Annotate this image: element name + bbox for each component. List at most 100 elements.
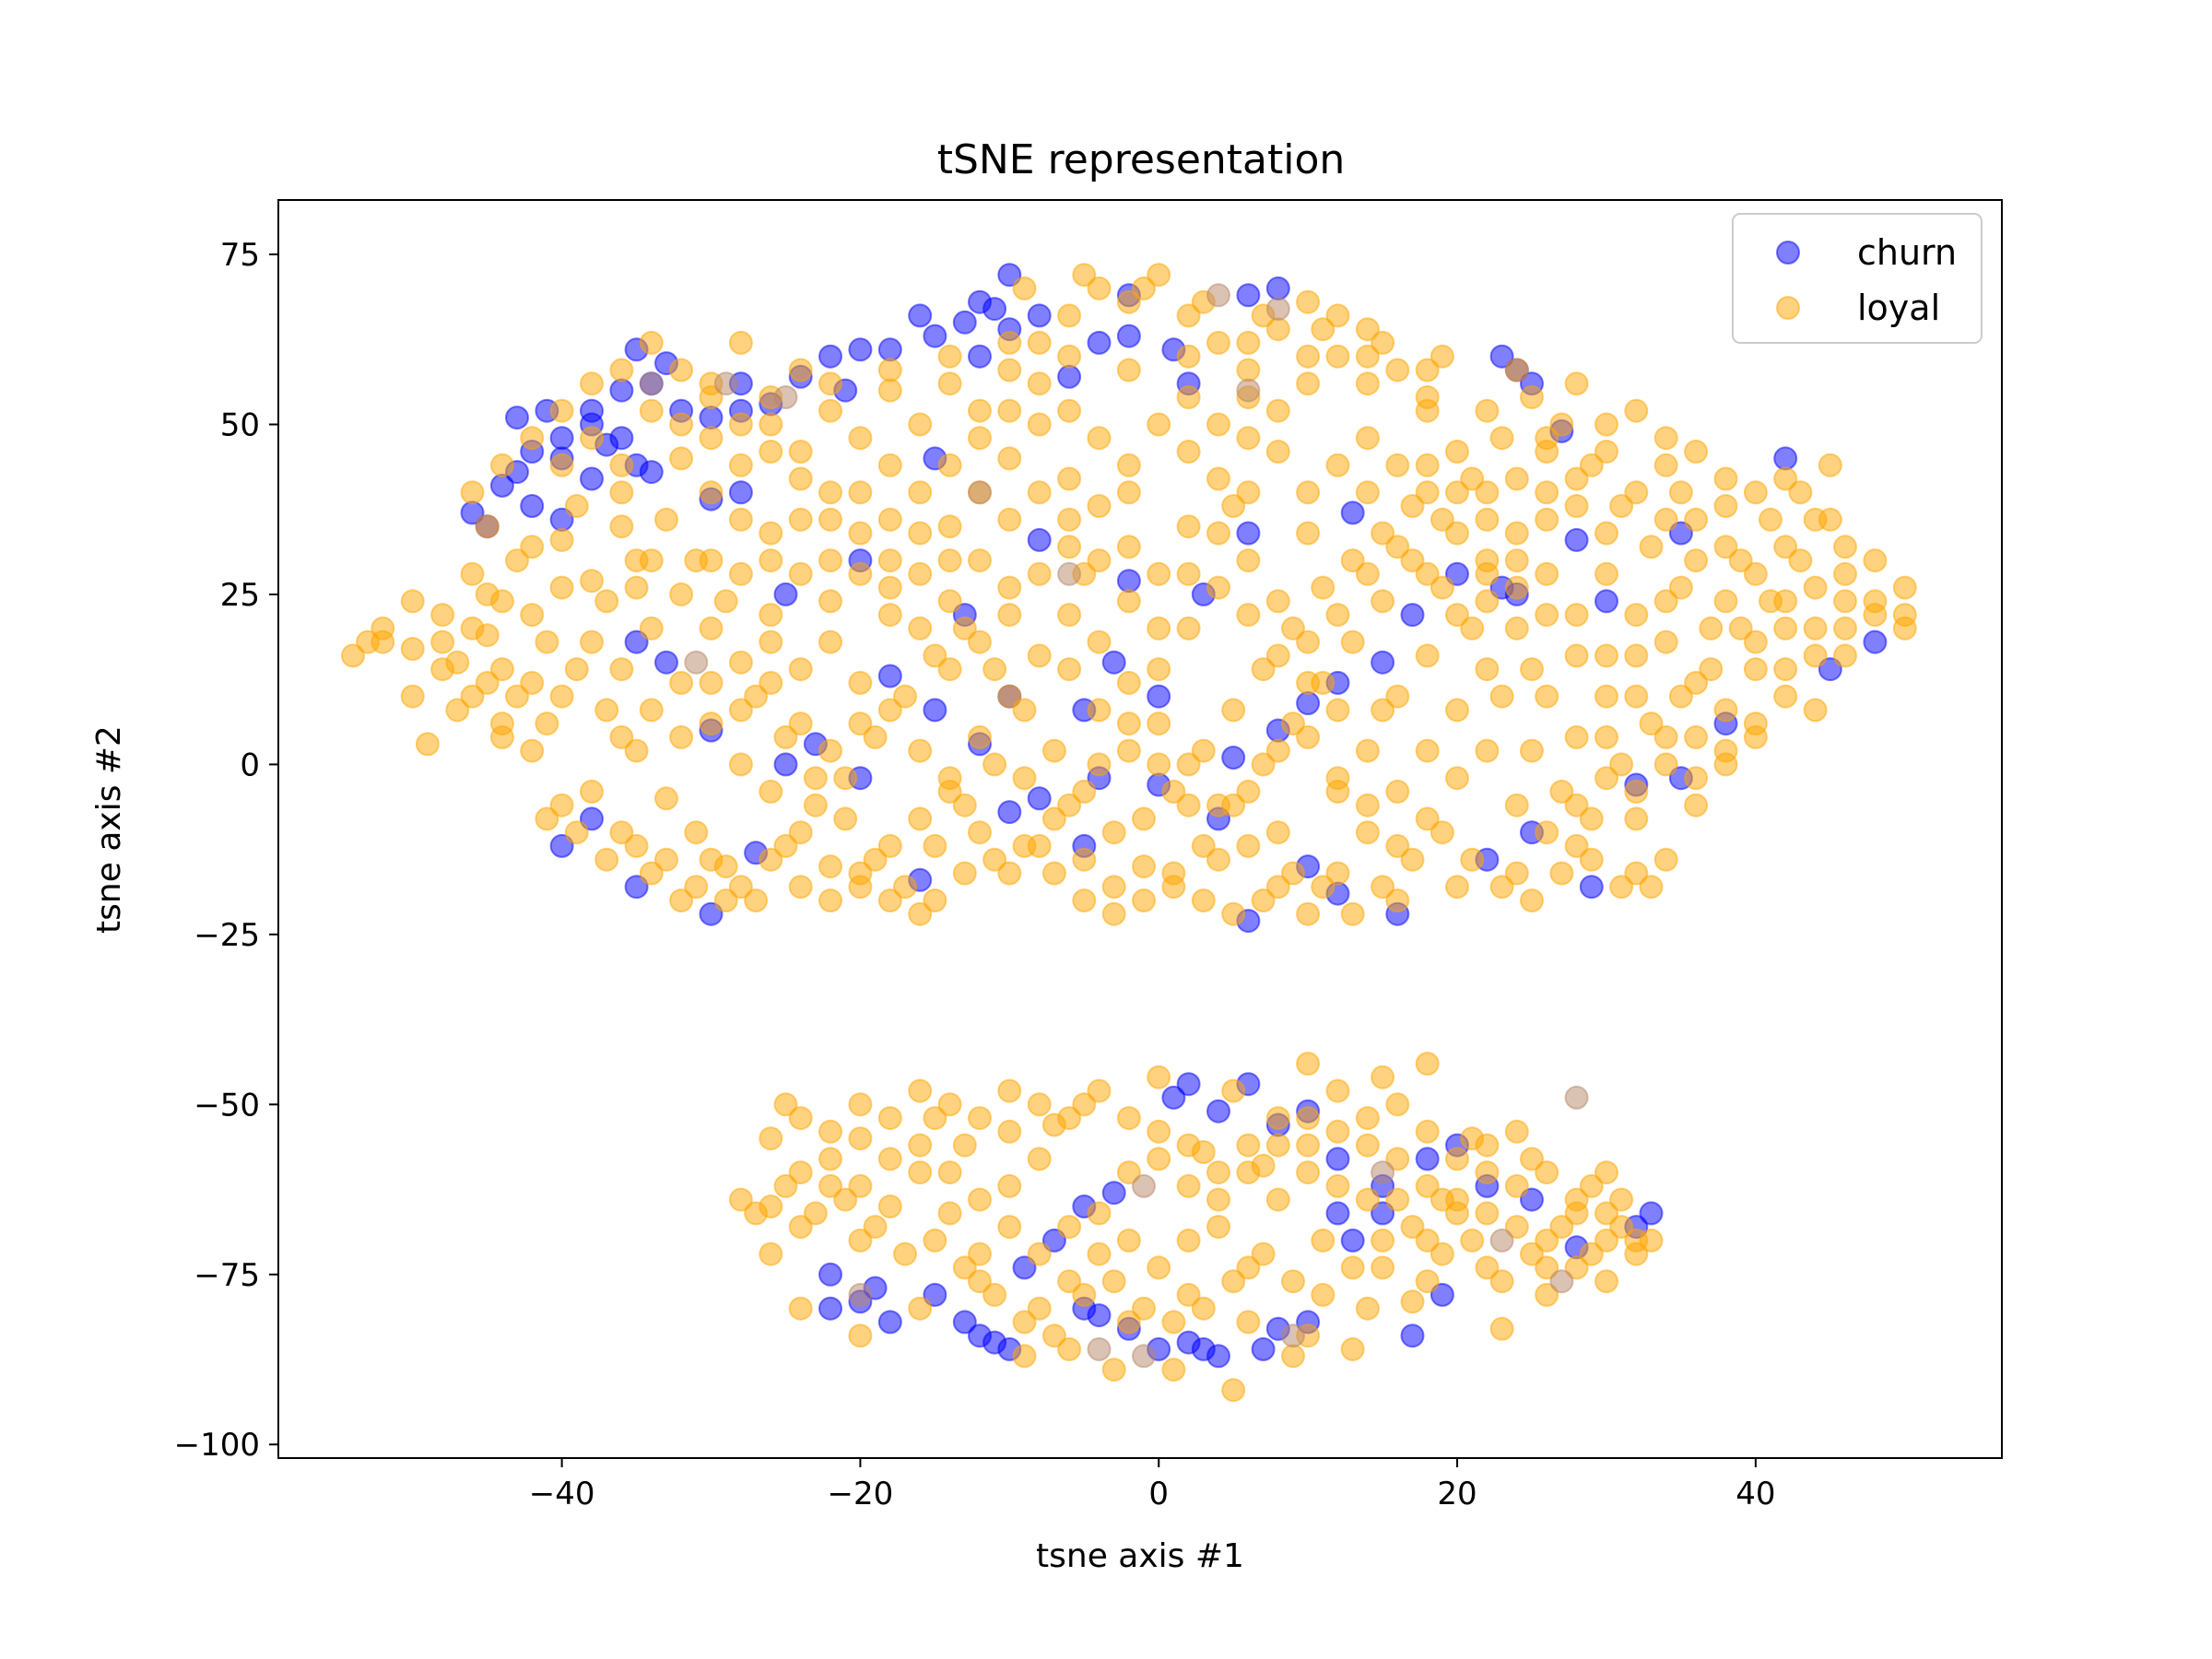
loyal-point <box>1281 1344 1305 1369</box>
loyal-point <box>1325 861 1350 886</box>
loyal-point <box>1594 412 1618 437</box>
loyal-point <box>1072 1092 1097 1117</box>
churn-point <box>1564 527 1589 552</box>
loyal-point <box>1445 766 1469 791</box>
loyal-point <box>877 603 902 628</box>
loyal-point <box>445 698 470 723</box>
loyal-point <box>1609 752 1634 777</box>
loyal-point <box>1206 1160 1230 1185</box>
overlap-point <box>773 385 798 409</box>
loyal-point <box>1535 684 1559 709</box>
churn-point <box>654 650 678 675</box>
loyal-point <box>1639 1228 1664 1253</box>
loyal-point <box>1415 385 1440 409</box>
loyal-point <box>1579 453 1604 477</box>
loyal-point <box>699 847 724 872</box>
loyal-point <box>1713 494 1738 518</box>
loyal-point <box>1520 1147 1544 1171</box>
loyal-point <box>1147 1147 1171 1171</box>
loyal-point <box>1773 657 1798 682</box>
loyal-point <box>1445 521 1469 546</box>
loyal-point <box>1147 712 1171 736</box>
loyal-point <box>1027 1241 1052 1266</box>
loyal-point <box>1265 589 1290 614</box>
loyal-point <box>654 847 678 872</box>
loyal-point <box>1296 1052 1321 1077</box>
loyal-point <box>489 453 514 477</box>
loyal-point <box>535 629 559 654</box>
loyal-point <box>1116 1310 1141 1335</box>
loyal-point <box>1624 684 1649 709</box>
churn-point <box>1489 344 1514 369</box>
churn-point <box>1430 1282 1454 1307</box>
y-axis-ticks: 75 50 25 0 −25 −50 −75 −100 <box>174 237 278 1464</box>
loyal-point <box>1176 752 1201 777</box>
loyal-point <box>1803 643 1828 668</box>
loyal-point <box>1147 412 1171 437</box>
churn-point <box>728 480 753 505</box>
loyal-point <box>594 698 619 723</box>
loyal-point <box>818 888 842 912</box>
loyal-point <box>863 847 888 872</box>
loyal-point <box>923 643 947 668</box>
loyal-point <box>1564 833 1589 858</box>
legend-marker-loyal <box>1776 296 1800 320</box>
loyal-point <box>1684 766 1709 791</box>
loyal-point <box>1743 629 1768 654</box>
loyal-point <box>1653 752 1678 777</box>
loyal-point <box>744 1201 769 1226</box>
loyal-point <box>759 1241 783 1266</box>
loyal-point <box>1296 724 1321 749</box>
loyal-point <box>1206 575 1230 600</box>
loyal-point <box>1668 575 1693 600</box>
loyal-point <box>818 1173 842 1198</box>
loyal-point <box>1206 793 1230 818</box>
loyal-point <box>788 358 813 382</box>
loyal-point <box>1057 344 1082 369</box>
loyal-point <box>1639 875 1664 900</box>
loyal-point <box>848 521 873 546</box>
loyal-point <box>1147 657 1171 682</box>
loyal-point <box>877 507 902 532</box>
loyal-point <box>908 901 933 926</box>
loyal-point <box>639 698 664 723</box>
loyal-point <box>997 684 1022 709</box>
churn-point <box>1818 657 1842 682</box>
churn-point <box>1371 650 1395 675</box>
loyal-point <box>669 888 694 912</box>
loyal-point <box>863 1215 888 1240</box>
loyal-point <box>1191 738 1216 763</box>
loyal-point <box>848 861 873 886</box>
loyal-point <box>1400 1289 1425 1314</box>
loyal-point <box>1549 861 1574 886</box>
loyal-point <box>580 371 604 396</box>
loyal-point <box>1251 657 1276 682</box>
loyal-point <box>1340 1255 1365 1280</box>
churn-point <box>1027 786 1052 811</box>
loyal-point <box>877 1106 902 1131</box>
loyal-point <box>1206 1187 1230 1212</box>
loyal-point <box>699 616 724 641</box>
loyal-point <box>1535 480 1559 505</box>
loyal-point <box>1624 779 1649 804</box>
loyal-point <box>1564 1187 1589 1212</box>
loyal-point <box>1236 480 1261 505</box>
churn-point <box>580 466 604 491</box>
loyal-point <box>759 670 783 695</box>
loyal-point <box>759 629 783 654</box>
loyal-point <box>923 1228 947 1253</box>
loyal-point <box>1564 371 1589 396</box>
loyal-point <box>1325 344 1350 369</box>
loyal-point <box>1653 589 1678 614</box>
loyal-point <box>1087 629 1112 654</box>
loyal-point <box>1101 820 1126 845</box>
loyal-point <box>1027 371 1052 396</box>
loyal-point <box>877 888 902 912</box>
loyal-point <box>1385 684 1410 709</box>
loyal-point <box>1355 738 1380 763</box>
churn-point <box>1057 364 1082 389</box>
churn-point <box>1087 1303 1112 1328</box>
churn-point <box>699 901 724 926</box>
loyal-point <box>580 426 604 451</box>
loyal-point <box>788 561 813 586</box>
